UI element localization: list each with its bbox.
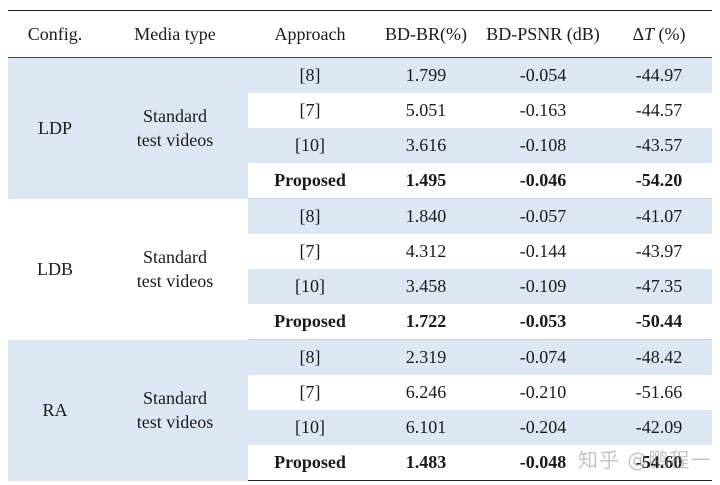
approach-cell: Proposed	[248, 445, 372, 481]
header-row: Config. Media type Approach BD-BR(%) BD-…	[8, 10, 712, 58]
media-type-cell: Standard test videos	[102, 198, 248, 340]
media-line: Standard	[143, 247, 207, 267]
bd-psnr-cell: -0.057	[480, 198, 606, 234]
results-table: Config. Media type Approach BD-BR(%) BD-…	[8, 10, 712, 481]
table-row: Proposed 1.483 -0.048 -54.60	[8, 445, 712, 481]
bd-psnr-cell: -0.210	[519, 382, 567, 402]
table-row: [7] 4.312 -0.144 -43.97	[8, 234, 712, 269]
bd-psnr-cell: -0.108	[480, 128, 606, 163]
header-media-type: Media type	[102, 10, 248, 58]
table-row: [7] 6.246 -0.210 -51.66	[8, 375, 712, 410]
approach-cell: [10]	[248, 410, 372, 445]
media-line: test videos	[136, 412, 214, 432]
media-line: test videos	[136, 130, 214, 151]
media-type-cell: Standard test videos	[102, 57, 248, 199]
approach-cell: Proposed	[248, 304, 372, 340]
delta-t-cell: -42.09	[606, 410, 712, 445]
bd-br-cell: 1.799	[372, 57, 480, 93]
media-line: Standard	[143, 106, 207, 127]
delta-t-cell: -44.57	[635, 100, 683, 120]
table-row: LDP Standard test videos [8] 1.799 -0.05…	[8, 57, 712, 199]
approach-cell: [8]	[248, 57, 372, 93]
header-config: Config.	[8, 10, 102, 58]
config-cell: RA	[8, 339, 102, 481]
delta-t-cell: -50.44	[606, 304, 712, 340]
table-row: LDB Standard test videos [8] 1.840 -0.05…	[8, 198, 712, 340]
bd-br-cell: 6.101	[372, 410, 480, 445]
approach-cell: [10]	[248, 128, 372, 163]
header-delta-t: ΔT (%)	[606, 10, 712, 58]
config-cell: LDP	[8, 57, 102, 199]
bd-br-cell: 5.051	[405, 100, 447, 120]
table-row: [10] 3.616 -0.108 -43.57	[8, 128, 712, 163]
approach-cell: [7]	[299, 241, 321, 261]
bd-psnr-cell: -0.048	[480, 445, 606, 481]
delta-t-cell: -47.35	[606, 269, 712, 304]
approach-cell: Proposed	[248, 163, 372, 199]
bd-br-cell: 1.722	[372, 304, 480, 340]
table-row: [7] 5.051 -0.163 -44.57	[8, 93, 712, 128]
bd-psnr-cell: -0.204	[480, 410, 606, 445]
bd-psnr-cell: -0.163	[519, 100, 567, 120]
delta-t-cell: -54.60	[606, 445, 712, 481]
bd-psnr-cell: -0.144	[519, 241, 567, 261]
delta-t-cell: -43.97	[635, 241, 683, 261]
watermark: 知乎 @鹏程一	[578, 448, 712, 472]
table-row: [10] 3.458 -0.109 -47.35	[8, 269, 712, 304]
media-line: Standard	[143, 388, 207, 408]
header-bd-psnr: BD-PSNR (dB)	[480, 10, 606, 58]
delta-t-cell: -48.42	[606, 339, 712, 375]
table-row: [10] 6.101 -0.204 -42.09	[8, 410, 712, 445]
media-type-cell: Standard test videos	[102, 339, 248, 481]
table-row: RA Standard test videos [8] 2.319 -0.074…	[8, 339, 712, 481]
config-cell: LDB	[8, 198, 102, 340]
header-approach: Approach	[248, 10, 372, 58]
bd-psnr-cell: -0.053	[480, 304, 606, 340]
bd-br-cell: 1.483	[372, 445, 480, 481]
bd-br-cell: 1.840	[372, 198, 480, 234]
approach-cell: [7]	[299, 382, 321, 402]
delta-t-cell: -54.20	[606, 163, 712, 199]
bd-br-cell: 2.319	[372, 339, 480, 375]
table-row: Proposed 1.722 -0.053 -50.44	[8, 304, 712, 340]
delta-t-cell: -43.57	[606, 128, 712, 163]
bd-psnr-cell: -0.109	[480, 269, 606, 304]
bd-br-cell: 3.616	[372, 128, 480, 163]
bd-br-cell: 3.458	[372, 269, 480, 304]
delta-t-cell: -44.97	[606, 57, 712, 93]
bd-br-cell: 1.495	[372, 163, 480, 199]
bd-psnr-cell: -0.074	[480, 339, 606, 375]
bd-br-cell: 4.312	[405, 241, 447, 261]
bd-br-cell: 6.246	[405, 382, 447, 402]
table-row: Proposed 1.495 -0.046 -54.20	[8, 163, 712, 199]
delta-t-cell: -51.66	[635, 382, 683, 402]
bd-psnr-cell: -0.046	[480, 163, 606, 199]
delta-t-cell: -41.07	[606, 198, 712, 234]
media-line: test videos	[136, 271, 214, 291]
approach-cell: [8]	[248, 339, 372, 375]
approach-cell: [10]	[248, 269, 372, 304]
header-bd-br: BD-BR(%)	[372, 10, 480, 58]
approach-cell: [8]	[248, 198, 372, 234]
bd-psnr-cell: -0.054	[480, 57, 606, 93]
approach-cell: [7]	[299, 100, 321, 120]
